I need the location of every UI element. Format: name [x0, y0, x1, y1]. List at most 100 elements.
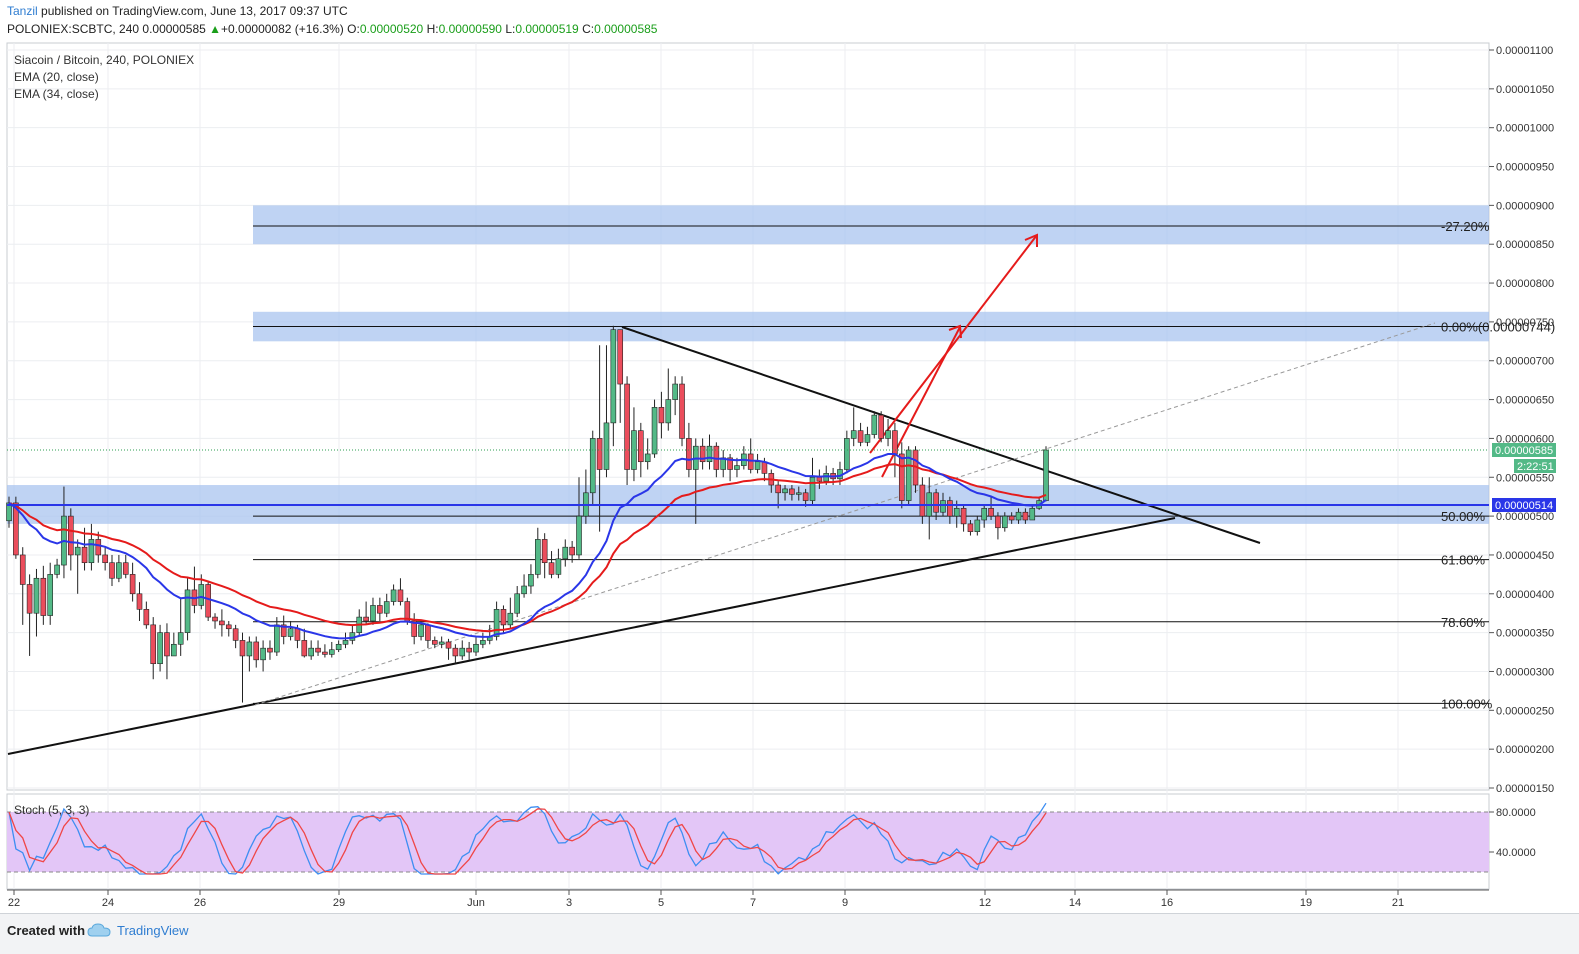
- y-tick-label: 0.00000550: [1496, 472, 1554, 484]
- candle-body: [102, 554, 108, 564]
- candle-body: [699, 445, 706, 463]
- x-tick-label: 21: [1392, 897, 1404, 909]
- candle-body: [109, 562, 115, 579]
- x-tick-label: 9: [842, 897, 848, 909]
- countdown-text: 2:22:51: [1517, 461, 1554, 473]
- high-label: H:: [426, 22, 439, 36]
- candle-body: [205, 584, 211, 618]
- candle-body: [631, 430, 637, 470]
- candle-body: [232, 628, 239, 641]
- y-tick-label: 0.00000400: [1496, 589, 1554, 601]
- candle-body: [679, 383, 685, 439]
- zones: [7, 205, 1489, 524]
- y-tick-label: 0.00000800: [1496, 278, 1554, 290]
- dashed-channel-line: [254, 322, 1436, 706]
- fib-label: -27.20%: [1441, 219, 1490, 234]
- candle-body: [1043, 449, 1049, 501]
- candle-body: [850, 430, 857, 439]
- tradingview-link[interactable]: TradingView: [117, 923, 189, 938]
- candle-body: [528, 574, 534, 587]
- candle-body: [617, 329, 624, 385]
- candle-body: [418, 624, 424, 637]
- candle-body: [308, 647, 314, 657]
- candle-body: [267, 647, 273, 653]
- candle-body: [274, 624, 280, 653]
- y-tick-label: 0.00000750: [1496, 317, 1554, 329]
- candle-body: [287, 628, 294, 637]
- candle-body: [431, 640, 438, 645]
- candle-body: [54, 564, 60, 575]
- ascending-trendline: [7, 517, 1176, 755]
- candle-body: [383, 601, 390, 614]
- publish-text: published on TradingView.com, June 13, 2…: [37, 4, 348, 18]
- candle-body: [445, 641, 452, 649]
- candle-body: [686, 438, 692, 470]
- x-tick-label: 19: [1300, 897, 1312, 909]
- y-tick-label: 0.00000950: [1496, 162, 1554, 174]
- candle-body: [198, 584, 205, 606]
- tradingview-cloud-icon: [87, 923, 111, 937]
- candle-body: [260, 647, 266, 661]
- x-tick-label: Jun: [467, 897, 485, 909]
- price-chart[interactable]: -27.20% 0.00%(0.00000744) 50.00% 61.80% 78.6…: [0, 0, 1579, 913]
- candle-body: [411, 620, 417, 637]
- author-link[interactable]: Tanzil: [7, 4, 38, 18]
- candle-body: [239, 640, 246, 657]
- ema34-line: [8, 463, 1047, 633]
- fib-levels: -27.20% 0.00%(0.00000744) 50.00% 61.80% 78.6…: [253, 219, 1555, 711]
- candle-body: [335, 643, 342, 651]
- candle-body: [624, 383, 630, 470]
- candle-body: [1001, 515, 1008, 529]
- candle-body: [857, 430, 864, 443]
- time-axis[interactable]: 22 24 26 29 Jun 3 5 7 9 12 14 16 19 21: [7, 889, 1489, 909]
- x-tick-label: 26: [194, 897, 206, 909]
- candle-body: [596, 438, 603, 470]
- candle-body: [116, 562, 122, 579]
- open-value: 0.00000520: [359, 22, 424, 36]
- candle-body: [802, 492, 809, 501]
- fib-label: 0.00%(0.00000744): [1441, 320, 1555, 335]
- candle-body: [438, 641, 445, 645]
- candle-body: [95, 539, 102, 556]
- candle-body: [294, 628, 301, 641]
- x-tick-label: 24: [102, 897, 114, 909]
- candle-body: [136, 593, 143, 610]
- candle-body: [898, 453, 905, 501]
- candle-body: [315, 647, 321, 653]
- candle-body: [651, 407, 658, 455]
- candle-body: [253, 641, 260, 661]
- candle-body: [548, 562, 555, 575]
- stoch-indicator: 80.0000 40.0000: [7, 802, 1536, 875]
- close-label: C:: [582, 22, 595, 36]
- candle-body: [981, 508, 987, 521]
- candle-body: [644, 453, 651, 463]
- candle-body: [816, 476, 823, 482]
- candle-body: [960, 508, 967, 525]
- candle-body: [322, 651, 328, 655]
- y-tick-label: 0.00001050: [1496, 84, 1554, 96]
- y-tick-label: 0.00001000: [1496, 123, 1554, 135]
- candle-body: [658, 407, 665, 424]
- candle-body: [1008, 515, 1015, 521]
- fib-label: 100.00%: [1441, 696, 1493, 711]
- ema-price-badge: [1492, 498, 1556, 512]
- x-tick-label: 5: [658, 897, 664, 909]
- candle-body: [782, 488, 788, 494]
- candle-body: [212, 616, 218, 622]
- publish-line: Tanzil published on TradingView.com, Jun…: [7, 4, 348, 18]
- candle-body: [638, 430, 644, 463]
- candle-body: [535, 539, 541, 575]
- target-arrow-2: [869, 234, 1038, 454]
- candle-body: [129, 574, 136, 595]
- candle-body: [177, 632, 184, 645]
- candle-body: [26, 584, 33, 614]
- candle-body: [370, 605, 376, 622]
- y-tick-label: 0.00000900: [1496, 200, 1554, 212]
- current-price-text: 0.00000585: [1495, 445, 1553, 457]
- stoch-tick-label: 40.0000: [1496, 847, 1536, 859]
- price-axis[interactable]: 0.00000150 0.00000200 0.00000250 0.00000300…: [1489, 45, 1554, 795]
- candle-body: [947, 500, 953, 517]
- symbol-label: POLONIEX:SCBTC, 240: [7, 22, 140, 36]
- ema20-line: [8, 453, 1047, 640]
- y-tick-label: 0.00000850: [1496, 239, 1554, 251]
